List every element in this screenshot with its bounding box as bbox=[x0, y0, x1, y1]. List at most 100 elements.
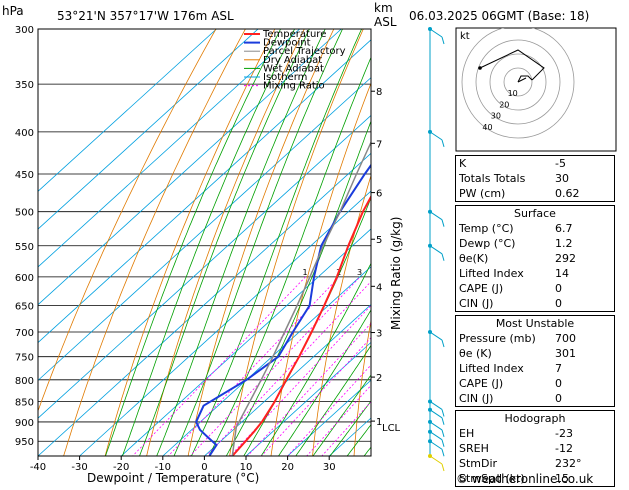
mixing-ratio-line bbox=[287, 364, 371, 456]
mu-li-value: 7 bbox=[555, 362, 562, 375]
x-tick-label: -10 bbox=[155, 462, 171, 473]
pressure-tick-label: 550 bbox=[15, 242, 34, 253]
wet-adiabat bbox=[208, 56, 371, 456]
wet-adiabat bbox=[105, 29, 282, 456]
km-tick-label: 3 bbox=[376, 329, 382, 340]
pressure-tick-label: 350 bbox=[15, 80, 34, 91]
wind-barb-flag bbox=[441, 139, 445, 148]
legend-label: Isotherm bbox=[263, 72, 307, 83]
surface-theta-value: 292 bbox=[555, 252, 576, 265]
pressure-tick-label: 800 bbox=[15, 376, 34, 387]
isotherm bbox=[38, 77, 371, 381]
dry-adiabat bbox=[187, 29, 335, 456]
lcl-label: LCL bbox=[382, 423, 401, 434]
pressure-tick-label: 650 bbox=[15, 302, 34, 313]
wet-adiabat bbox=[225, 120, 371, 456]
datetime-label: 06.03.2025 06GMT (Base: 18) bbox=[409, 9, 589, 23]
isotherm bbox=[38, 29, 342, 306]
isotherm bbox=[162, 266, 371, 456]
dry-adiabat bbox=[353, 318, 371, 456]
km-tick-label: 8 bbox=[376, 87, 382, 98]
wind-barb-flag bbox=[441, 36, 445, 45]
pw-label: PW (cm) bbox=[459, 187, 506, 200]
mixing-ratio-line bbox=[189, 276, 361, 456]
pressure-tick-label: 700 bbox=[15, 328, 34, 339]
mixing-ratio-line bbox=[260, 337, 371, 456]
mixing-ratio-line bbox=[229, 304, 371, 456]
km-tick-label: 1 bbox=[376, 417, 382, 428]
isotherm bbox=[245, 341, 371, 456]
surface-li-value: 14 bbox=[555, 267, 569, 280]
dry-adiabat bbox=[104, 29, 276, 456]
hodograph-unit-label: kt bbox=[460, 31, 470, 42]
wet-adiabat bbox=[156, 29, 326, 456]
wind-barb-shaft bbox=[429, 331, 443, 341]
series-temperature bbox=[231, 194, 371, 456]
isotherm bbox=[38, 39, 371, 344]
indices-panel: K -5 Totals Totals 30 PW (cm) 0.62 Surface … bbox=[455, 155, 615, 490]
legend-label: Wet Adiabat bbox=[263, 63, 324, 74]
surface-cape-value: 0 bbox=[555, 282, 562, 295]
wind-barb-shaft bbox=[429, 211, 443, 221]
km-tick-label: 7 bbox=[376, 139, 382, 150]
wind-barb-shaft bbox=[429, 401, 443, 410]
surface-cape-label: CAPE (J) bbox=[459, 282, 504, 295]
k-index-label: K bbox=[459, 157, 467, 170]
wind-barb-shaft bbox=[429, 455, 443, 465]
wind-barb-flag bbox=[441, 253, 445, 261]
hodograph-plot: 40 30 20 10 bbox=[461, 28, 575, 139]
sreh-value: -12 bbox=[555, 442, 573, 455]
mu-cin-label: CIN (J) bbox=[459, 392, 494, 405]
wet-adiabat bbox=[312, 374, 371, 456]
hodograph-ring bbox=[489, 53, 547, 111]
legend-label: Parcel Trajectory bbox=[263, 46, 346, 57]
isotherm bbox=[120, 228, 371, 456]
surface-box: Surface Temp (°C) 6.7 Dewp (°C) 1.2 θe(K) 2… bbox=[455, 205, 615, 312]
wet-adiabat bbox=[329, 400, 371, 456]
hodograph-ring-label: 20 bbox=[499, 100, 509, 109]
surface-title: Surface bbox=[514, 207, 556, 220]
x-tick-label: 0 bbox=[201, 462, 207, 473]
x-tick-label: 30 bbox=[323, 462, 336, 473]
legend-label: Dewpoint bbox=[263, 38, 311, 49]
isotherm bbox=[38, 29, 259, 230]
series-dewpoint bbox=[194, 163, 371, 456]
eh-label: EH bbox=[459, 427, 475, 440]
hodograph-trace-high bbox=[479, 49, 545, 81]
mu-pressure-value: 700 bbox=[555, 332, 576, 345]
location-title: 53°21'N 357°17'W 176m ASL bbox=[57, 9, 234, 23]
stmdir-label: StmDir bbox=[459, 457, 498, 470]
mu-cin-value: 0 bbox=[555, 392, 562, 405]
isotherm bbox=[38, 114, 371, 419]
pressure-tick-label: 950 bbox=[15, 437, 34, 448]
copyright-label: © weatheronline.co.uk bbox=[456, 472, 593, 486]
pressure-tick-label: 750 bbox=[15, 353, 34, 364]
k-index-value: -5 bbox=[555, 157, 566, 170]
legend-label: Mixing Ratio bbox=[263, 81, 325, 92]
legend-label: Dry Adiabat bbox=[263, 55, 322, 66]
hodograph-title: Hodograph bbox=[504, 412, 566, 425]
mixing-ratio-line bbox=[321, 401, 371, 456]
surface-dewp-label: Dewp (°C) bbox=[459, 237, 516, 250]
mu-cape-value: 0 bbox=[555, 377, 562, 390]
dry-adiabat bbox=[38, 29, 217, 413]
mixing-ratio-line bbox=[246, 322, 371, 456]
x-tick-label: -40 bbox=[30, 462, 46, 473]
height-unit-km: km bbox=[374, 1, 393, 15]
wet-adiabat bbox=[139, 29, 310, 456]
stmspd-label: StmSpd (kt) bbox=[459, 472, 525, 485]
mu-cape-label: CAPE (J) bbox=[459, 377, 504, 390]
mu-theta-value: 301 bbox=[555, 347, 576, 360]
wet-adiabat bbox=[278, 309, 371, 456]
pressure-tick-label: 500 bbox=[15, 208, 34, 219]
x-tick-label: 20 bbox=[281, 462, 294, 473]
pressure-unit-label: hPa bbox=[2, 4, 24, 18]
hodograph-ring-label: 40 bbox=[482, 123, 492, 132]
most-unstable-box: Most Unstable Pressure (mb) 700 θe (K) 301… bbox=[455, 315, 615, 407]
wet-adiabat bbox=[260, 262, 371, 456]
dry-adiabat bbox=[63, 29, 246, 456]
wet-adiabat bbox=[346, 424, 371, 456]
wind-barb-flag bbox=[441, 439, 445, 447]
mixing-ratio-label: 3 bbox=[357, 268, 362, 277]
series-parcel-trajectory bbox=[231, 140, 371, 456]
